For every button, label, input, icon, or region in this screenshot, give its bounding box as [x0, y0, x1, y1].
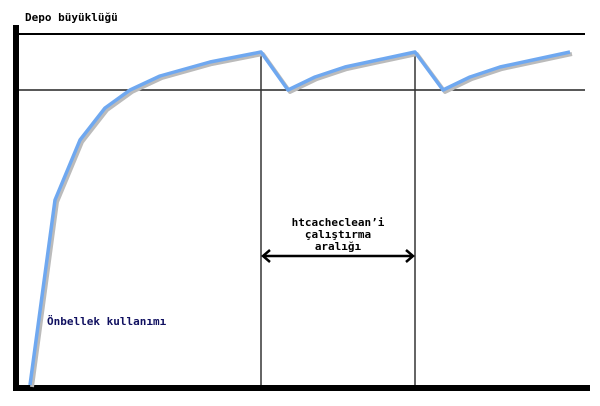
cache-usage-curve [28, 50, 571, 386]
x-axis [13, 385, 590, 391]
y-axis-label: Depo büyüklüğü [25, 11, 118, 24]
curve-label: Önbellek kullanımı [47, 314, 167, 328]
interval-arrow [261, 249, 415, 263]
y-axis [13, 25, 19, 391]
interval-label-1: htcacheclean’i [292, 216, 385, 229]
interval-label-3: aralığı [315, 240, 362, 253]
interval-label-2: çalıştırma [305, 228, 371, 241]
